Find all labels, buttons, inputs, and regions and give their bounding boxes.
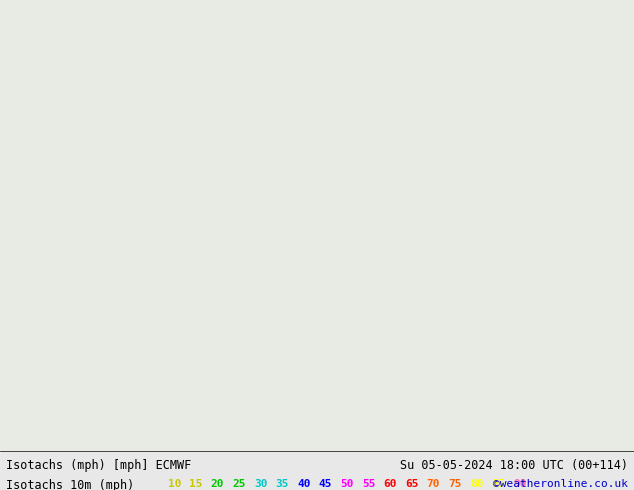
Text: 70: 70	[427, 479, 440, 489]
Text: 15: 15	[189, 479, 203, 489]
Text: 40: 40	[297, 479, 311, 489]
Text: 30: 30	[254, 479, 268, 489]
Text: 60: 60	[384, 479, 397, 489]
Text: 50: 50	[340, 479, 354, 489]
Text: Isotachs 10m (mph): Isotachs 10m (mph)	[6, 479, 134, 490]
Text: 20: 20	[210, 479, 224, 489]
Text: 65: 65	[405, 479, 418, 489]
Text: 55: 55	[362, 479, 375, 489]
Text: 80: 80	[470, 479, 484, 489]
Text: 10: 10	[167, 479, 181, 489]
Text: 90: 90	[513, 479, 527, 489]
Text: 35: 35	[276, 479, 289, 489]
Text: 75: 75	[448, 479, 462, 489]
Text: ©weatheronline.co.uk: ©weatheronline.co.uk	[493, 479, 628, 489]
Text: 85: 85	[491, 479, 505, 489]
Text: Su 05-05-2024 18:00 UTC (00+114): Su 05-05-2024 18:00 UTC (00+114)	[399, 460, 628, 472]
Text: 45: 45	[319, 479, 332, 489]
Text: Isotachs (mph) [mph] ECMWF: Isotachs (mph) [mph] ECMWF	[6, 460, 191, 472]
Text: 25: 25	[233, 479, 246, 489]
